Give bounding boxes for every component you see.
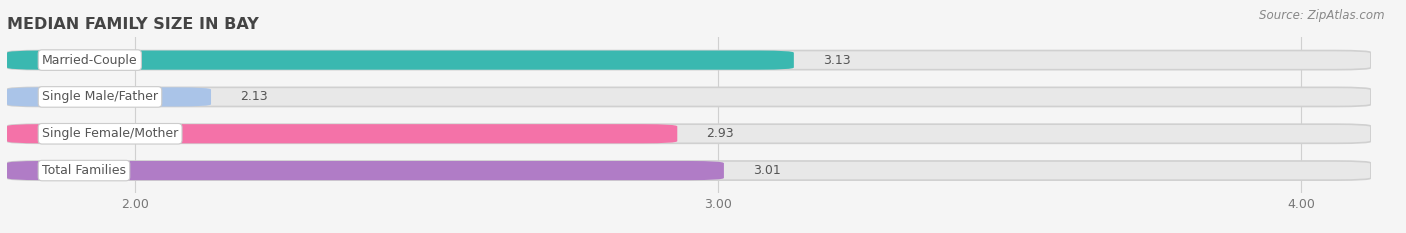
- FancyBboxPatch shape: [7, 87, 211, 106]
- Text: 2.93: 2.93: [706, 127, 734, 140]
- FancyBboxPatch shape: [7, 51, 794, 70]
- Text: Single Male/Father: Single Male/Father: [42, 90, 157, 103]
- Text: Single Female/Mother: Single Female/Mother: [42, 127, 179, 140]
- FancyBboxPatch shape: [7, 124, 1371, 143]
- Text: MEDIAN FAMILY SIZE IN BAY: MEDIAN FAMILY SIZE IN BAY: [7, 17, 259, 32]
- Text: 3.01: 3.01: [754, 164, 780, 177]
- FancyBboxPatch shape: [7, 51, 1371, 70]
- FancyBboxPatch shape: [7, 161, 724, 180]
- FancyBboxPatch shape: [7, 161, 1371, 180]
- FancyBboxPatch shape: [7, 87, 1371, 106]
- Text: 3.13: 3.13: [823, 54, 851, 67]
- Text: Source: ZipAtlas.com: Source: ZipAtlas.com: [1260, 9, 1385, 22]
- Text: 2.13: 2.13: [240, 90, 267, 103]
- Text: Married-Couple: Married-Couple: [42, 54, 138, 67]
- FancyBboxPatch shape: [7, 124, 678, 143]
- Text: Total Families: Total Families: [42, 164, 127, 177]
